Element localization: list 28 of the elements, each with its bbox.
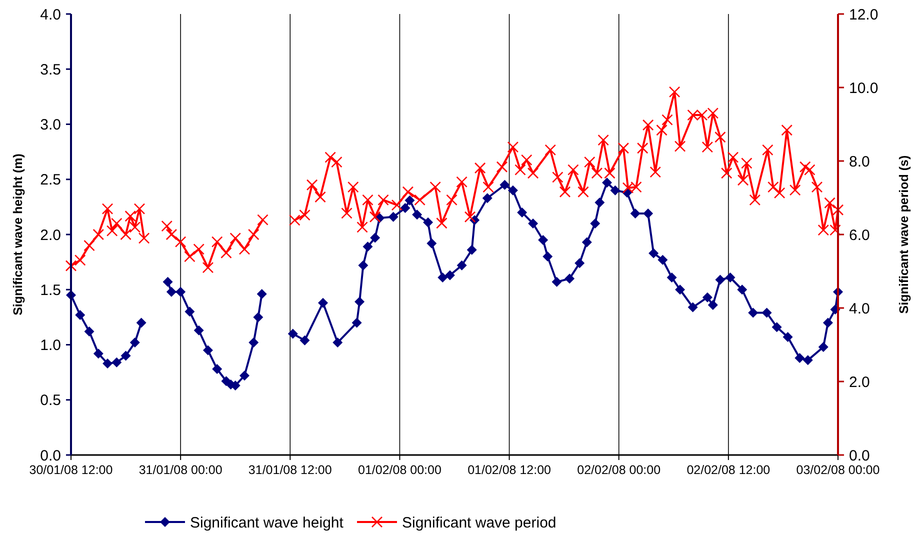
y2-tick-label: 0.0 (849, 447, 870, 464)
y2-tick-label: 6.0 (849, 226, 870, 244)
y-tick-label: 1.5 (40, 282, 61, 299)
y-tick-label: 1.0 (40, 337, 61, 354)
x-tick-label: 01/02/08 12:00 (468, 463, 552, 477)
y2-tick-label: 2.0 (849, 374, 870, 391)
legend-label: Significant wave height (190, 514, 344, 532)
legend-label: Significant wave period (402, 514, 556, 532)
x-tick-label: 02/02/08 00:00 (577, 463, 661, 477)
x-tick-label: 31/01/08 00:00 (138, 463, 222, 477)
y-tick-label: 2.5 (40, 172, 61, 189)
y2-axis-title: Significant wave period (s) (897, 155, 911, 314)
y2-tick-label: 8.0 (849, 153, 870, 170)
y2-tick-label: 10.0 (849, 80, 878, 97)
y2-tick-label: 4.0 (849, 300, 870, 318)
y2-tick-label: 12.0 (849, 6, 878, 24)
x-tick-label: 03/02/08 00:00 (796, 463, 880, 477)
y-tick-label: 3.5 (40, 61, 61, 78)
y-axis-title: Significant wave height (m) (11, 154, 25, 316)
x-tick-label: 01/02/08 00:00 (358, 463, 442, 477)
x-tick-label: 02/02/08 12:00 (686, 463, 770, 477)
y-tick-label: 3.0 (40, 116, 61, 134)
x-tick-label: 30/01/08 12:00 (29, 463, 113, 477)
y-tick-label: 2.0 (40, 226, 61, 244)
y-tick-label: 0.0 (40, 447, 61, 464)
y-tick-label: 0.5 (40, 392, 61, 410)
x-tick-label: 31/01/08 12:00 (248, 463, 332, 477)
y-tick-label: 4.0 (40, 6, 61, 24)
